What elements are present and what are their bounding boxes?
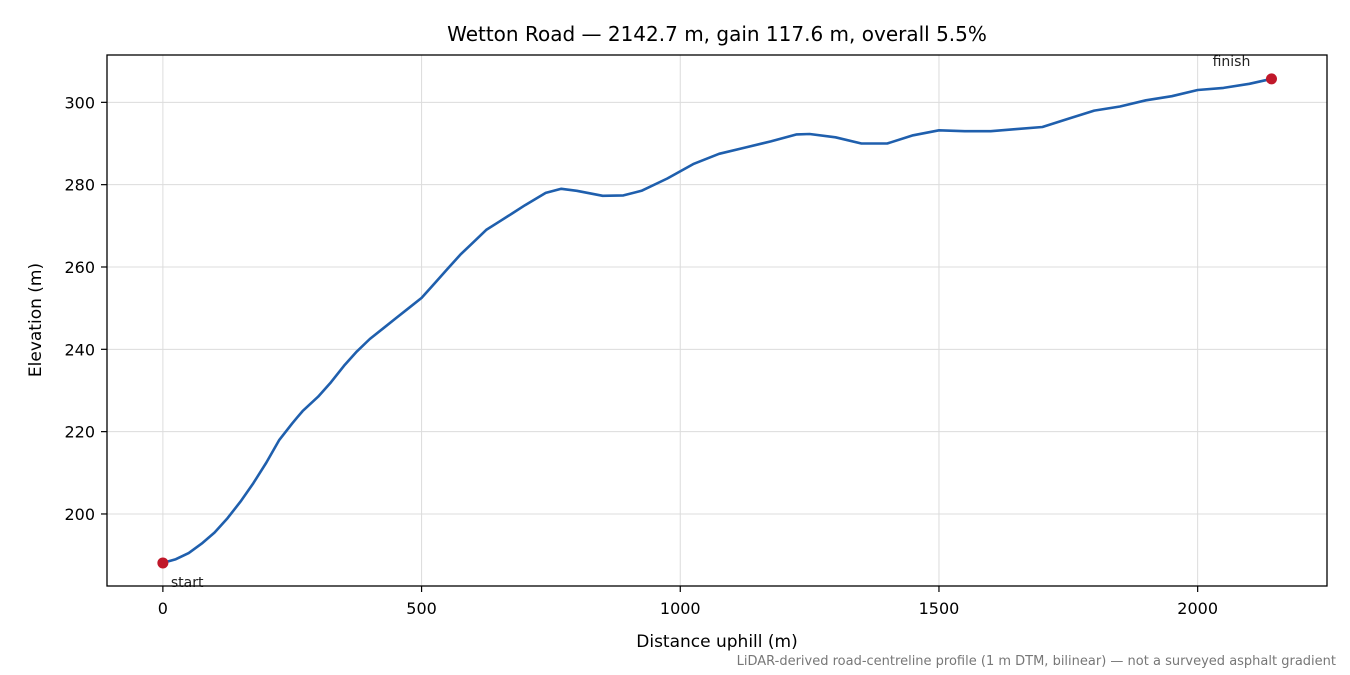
- footnote: LiDAR-derived road-centreline profile (1…: [737, 654, 1336, 669]
- x-tick-label: 1000: [660, 599, 701, 618]
- x-tick-label: 0: [158, 599, 168, 618]
- x-axis-label: Distance uphill (m): [636, 632, 797, 652]
- line-layer: [161, 77, 1273, 565]
- finish-marker: [1265, 73, 1277, 85]
- chart-title: Wetton Road — 2142.7 m, gain 117.6 m, ov…: [447, 22, 987, 46]
- start-marker: [157, 557, 169, 569]
- y-axis-label: Elevation (m): [26, 263, 46, 377]
- y-tick-label: 200: [64, 505, 95, 524]
- y-tick-label: 300: [64, 93, 95, 112]
- x-tick-label: 2000: [1177, 599, 1218, 618]
- grid-layer: [107, 55, 1327, 586]
- plot-frame: [106, 54, 1328, 587]
- y-tick-label: 220: [64, 423, 95, 442]
- marker-layer: start finish: [157, 54, 1277, 591]
- y-tick-label: 260: [64, 258, 95, 277]
- y-tick-label: 280: [64, 176, 95, 195]
- x-tick-label: 500: [406, 599, 437, 618]
- x-tick-label: 1500: [919, 599, 960, 618]
- elevation-line: [161, 77, 1273, 565]
- y-tick-label: 240: [64, 340, 95, 359]
- tick-layer: 0 500 1000 1500 2000 200 220 240 260 280 300: [64, 93, 1218, 618]
- start-label: start: [171, 575, 204, 591]
- finish-label: finish: [1213, 54, 1251, 70]
